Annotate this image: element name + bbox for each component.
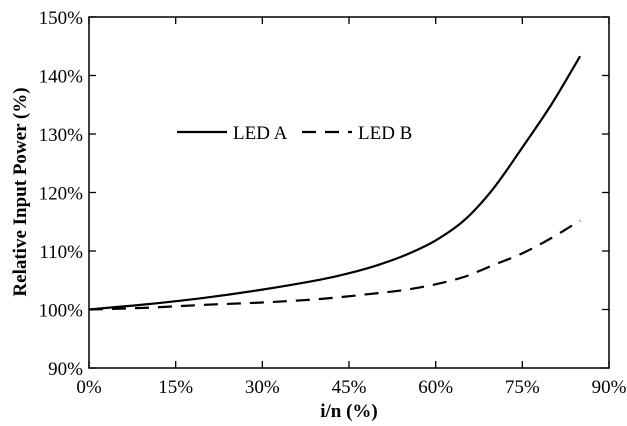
- x-axis-title: i/n (%): [320, 401, 378, 422]
- plot-frame: [88, 16, 610, 369]
- legend: LED A LED B: [177, 123, 412, 144]
- x-tick-label: 45%: [332, 377, 367, 398]
- y-tick-label: 150%: [39, 8, 84, 29]
- x-tick-label: 60%: [418, 377, 453, 398]
- x-tick-label: 75%: [505, 377, 540, 398]
- y-tick-label: 100%: [39, 301, 84, 322]
- y-tick-label: 130%: [39, 125, 84, 146]
- x-tick-label: 30%: [245, 377, 280, 398]
- x-tick-label: 90%: [592, 377, 627, 398]
- x-tick-label: 15%: [158, 377, 193, 398]
- y-tick-label: 110%: [39, 242, 83, 263]
- series-line-led-a: [88, 55, 582, 311]
- y-axis-title: Relative Input Power (%): [10, 87, 31, 296]
- series-lines: [88, 55, 582, 311]
- x-tick-label: 0%: [76, 377, 102, 398]
- legend-label-led-b: LED B: [358, 123, 412, 144]
- y-tick-label: 90%: [48, 359, 83, 380]
- y-tick-label: 120%: [39, 184, 84, 205]
- legend-label-led-a: LED A: [233, 123, 288, 144]
- axis-ticks: 0% 15% 30% 45% 60% 75% 90% 90% 100% 110% 120% 130% 1…: [39, 8, 627, 398]
- series-line-led-b: [88, 219, 581, 311]
- y-tick-label: 140%: [39, 67, 84, 88]
